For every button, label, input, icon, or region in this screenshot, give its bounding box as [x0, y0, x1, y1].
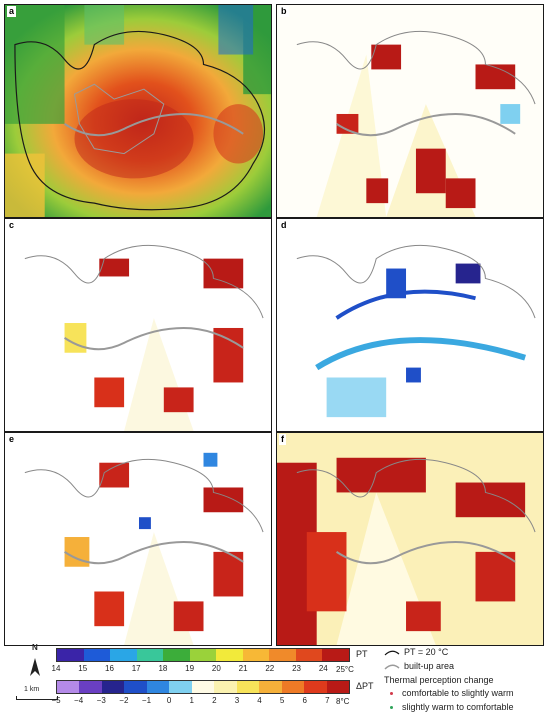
panel-label-d: d [279, 220, 289, 231]
legend: N 1 km 14 15 16 17 18 19 20 21 22 23 24 PT 25°C −5… [6, 643, 546, 712]
dptbar-swatch-12 [326, 681, 350, 693]
map-panel-b: b [276, 4, 544, 218]
map-panel-a: a [4, 4, 272, 218]
dptticks-label: 2 [212, 696, 217, 705]
change-title: Thermal perception change [384, 675, 494, 685]
map-f-graphic [277, 433, 543, 645]
dptticks-label: 3 [234, 696, 240, 705]
map-panel-e: e [4, 432, 272, 646]
pt-colorbar [56, 648, 350, 662]
dptticks-label: 6 [302, 696, 307, 705]
dptbar-swatch-10 [281, 681, 305, 693]
contour-line-icon [384, 650, 400, 656]
dptticks-label: 0 [166, 696, 172, 705]
dpt-colorbar [56, 680, 350, 694]
dptticks-label: −2 [119, 696, 129, 705]
dptbar-swatch-2 [101, 681, 125, 693]
dptticks-label: −1 [141, 696, 152, 705]
ptticks-label: 24 [318, 664, 328, 673]
change-warm-label: comfortable to slightly warm [402, 688, 514, 698]
ptticks-label: 21 [238, 664, 248, 673]
panel-label-b: b [279, 6, 289, 17]
map-panel-d: d [276, 218, 544, 432]
panel-label-a: a [7, 6, 17, 17]
warm-dot-icon [390, 692, 393, 695]
dptbar-swatch-9 [259, 681, 282, 693]
pt-unit: 25°C [336, 665, 354, 674]
panel-label-c: c [7, 220, 17, 231]
map-panel-f: f [276, 432, 544, 646]
dptticks-label: −4 [74, 696, 84, 705]
dptbar-swatch-3 [124, 681, 147, 693]
dptticks-label: −3 [96, 696, 106, 705]
ptbar-swatch-5 [189, 649, 217, 661]
north-arrow-icon [30, 658, 40, 676]
ptbar-swatch-6 [216, 649, 243, 661]
dptticks-label: 5 [279, 696, 285, 705]
dptbar-swatch-8 [236, 681, 260, 693]
ptbar-swatch-4 [163, 649, 190, 661]
panel-label-e: e [7, 434, 17, 445]
scale-bar-label: 1 km [24, 686, 40, 693]
ptticks-label: 18 [158, 664, 168, 673]
ptbar-swatch-2 [110, 649, 137, 661]
dptbar-swatch-4 [146, 681, 170, 693]
ptbar-swatch-3 [136, 649, 164, 661]
dptbar-swatch-7 [214, 681, 237, 693]
ptbar-swatch-1 [83, 649, 111, 661]
ptticks-label: 15 [78, 664, 88, 673]
ptticks-label: 17 [131, 664, 141, 673]
ptbar-swatch-7 [242, 649, 270, 661]
ptbar-swatch-0 [57, 649, 84, 661]
cool-dot-icon [390, 706, 393, 709]
map-c-graphic [5, 219, 271, 431]
ptticks-label: 22 [265, 664, 275, 673]
dptbar-swatch-0 [57, 681, 80, 693]
dptticks-label: 7 [325, 696, 330, 705]
dptbar-swatch-5 [169, 681, 192, 693]
builtup-line-icon [384, 664, 400, 670]
ptbar-swatch-8 [269, 649, 296, 661]
ptticks-label: 23 [292, 664, 301, 673]
change-cool-label: slightly warm to comfortable [402, 702, 514, 712]
map-d-graphic [277, 219, 543, 431]
dptticks-label: −5 [51, 696, 61, 705]
builtup-label: built-up area [404, 661, 455, 671]
dptbar-swatch-1 [79, 681, 102, 693]
map-a-graphic [5, 5, 271, 217]
panel-label-f: f [279, 434, 286, 445]
ptticks-label: 14 [51, 664, 61, 673]
ptbar-swatch-10 [322, 649, 350, 661]
map-b-graphic [277, 5, 543, 217]
ptbar-swatch-9 [295, 649, 323, 661]
map-panel-c: c [4, 218, 272, 432]
map-e-graphic [5, 433, 271, 645]
ptticks-label: 20 [211, 664, 221, 673]
contour-label: PT = 20 °C [404, 647, 449, 657]
ptticks-label: 19 [185, 664, 195, 673]
ptticks-label: 16 [105, 664, 114, 673]
dptbar-swatch-11 [304, 681, 327, 693]
dptticks-label: 4 [257, 696, 262, 705]
scale-bar [16, 696, 58, 700]
dpt-label: ΔPT [356, 681, 374, 691]
north-label: N [32, 643, 38, 652]
dpt-unit: 8°C [336, 697, 350, 706]
dptticks-label: 1 [189, 696, 194, 705]
pt-label: PT [356, 649, 368, 659]
dptbar-swatch-6 [191, 681, 215, 693]
